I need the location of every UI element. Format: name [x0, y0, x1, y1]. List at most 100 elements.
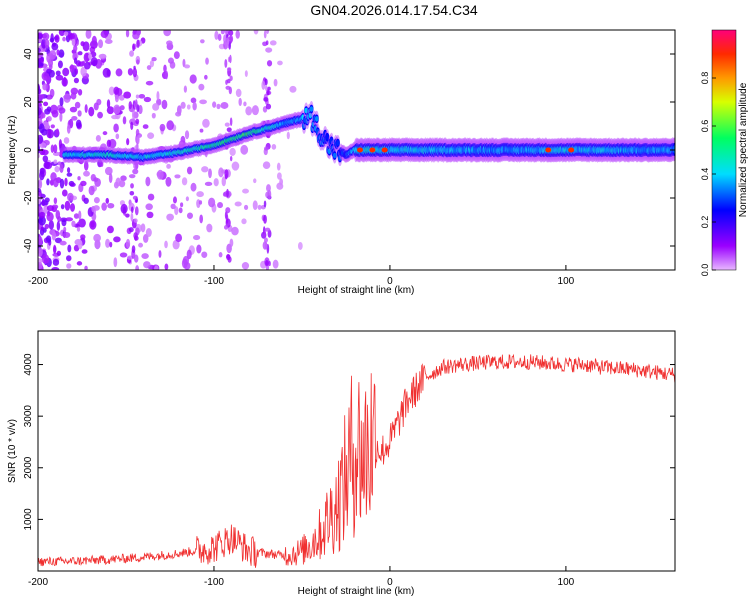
noise-column-blob — [266, 184, 271, 193]
noise-blob — [38, 32, 43, 40]
spectrogram-x-label: Height of straight line (km) — [298, 285, 415, 296]
noise-blob — [66, 263, 72, 269]
noise-blob — [201, 166, 209, 173]
noise-column-blob — [228, 30, 234, 36]
noise-blob — [93, 177, 99, 183]
x-tick-label: 0 — [387, 577, 393, 588]
noise-blob — [184, 130, 190, 140]
noise-blob — [212, 101, 217, 108]
noise-blob — [175, 233, 183, 243]
noise-blob — [83, 161, 89, 171]
noise-blob — [38, 179, 43, 189]
ridge-core — [314, 115, 319, 122]
noise-blob — [91, 205, 96, 213]
colorbar: 0.0 0.2 0.4 0.6 0.8 Normalized spectral ampl… — [700, 29, 749, 276]
noise-column-blob — [131, 245, 136, 253]
noise-blob — [106, 69, 111, 77]
noise-blob — [206, 223, 213, 233]
noise-column-blob — [263, 97, 269, 102]
noise-column-blob — [129, 50, 134, 57]
noise-blob — [113, 86, 120, 95]
snr-x-ticks: -200 -100 0 100 — [28, 566, 575, 588]
noise-blob — [38, 144, 41, 154]
noise-blob — [166, 163, 171, 169]
x-tick-label: 100 — [558, 577, 575, 588]
noise-blob — [113, 257, 118, 268]
noise-column-blob — [131, 110, 136, 120]
noise-blob — [83, 170, 90, 177]
noise-blob — [42, 83, 48, 91]
noise-blob — [185, 196, 189, 202]
noise-blob — [67, 192, 74, 202]
noise-blob — [87, 53, 93, 60]
noise-column-blob — [265, 85, 268, 91]
colorbar-gradient — [711, 29, 737, 271]
ridge-core — [309, 106, 314, 112]
noise-blob — [273, 78, 278, 87]
noise-column-blob — [129, 190, 135, 196]
noise-blob — [62, 76, 67, 87]
noise-column-blob — [229, 238, 234, 248]
noise-blob — [81, 60, 86, 66]
noise-blob — [77, 239, 83, 250]
noise-blob — [208, 197, 216, 208]
colorbar-label: Normalized spectral amplitude — [738, 82, 749, 217]
noise-blob — [113, 104, 121, 115]
noise-blob — [65, 217, 74, 222]
noise-blob — [220, 30, 225, 35]
noise-blob — [170, 203, 176, 210]
noise-blob — [251, 105, 259, 116]
noise-blob — [39, 167, 45, 175]
snr-frame — [37, 330, 676, 572]
noise-blob — [41, 198, 45, 207]
noise-blob — [101, 202, 107, 211]
noise-blob — [57, 60, 63, 69]
noise-column-blob — [225, 85, 231, 90]
noise-blob — [46, 205, 55, 212]
noise-blob — [69, 64, 75, 73]
noise-column-blob — [225, 207, 231, 214]
noise-blob — [38, 211, 46, 219]
noise-blob — [205, 57, 209, 65]
noise-blob — [40, 226, 45, 231]
noise-blob — [83, 61, 91, 70]
noise-blob — [192, 234, 201, 241]
noise-blob — [77, 51, 83, 56]
noise-blob — [242, 188, 249, 194]
noise-blob — [78, 210, 82, 220]
noise-blob — [63, 93, 71, 103]
noise-blob — [81, 249, 88, 254]
noise-blob — [265, 47, 273, 53]
noise-blob — [97, 111, 103, 119]
noise-blob — [50, 124, 55, 129]
noise-blob — [143, 261, 151, 269]
noise-blob — [53, 197, 58, 205]
noise-blob — [159, 123, 166, 132]
noise-blob — [166, 40, 173, 46]
noise-column-blob — [267, 229, 272, 238]
noise-blob — [61, 189, 68, 197]
noise-blob — [132, 168, 139, 175]
noise-blob — [186, 166, 193, 175]
noise-blob — [38, 106, 42, 116]
noise-blob — [51, 267, 60, 270]
noise-blob — [104, 166, 113, 176]
noise-blob — [66, 172, 73, 177]
noise-blob — [229, 147, 236, 156]
ridge-core — [336, 140, 340, 146]
ridge-peak — [381, 147, 388, 153]
noise-blob — [56, 250, 62, 256]
noise-column-blob — [135, 118, 140, 125]
noise-blob — [208, 168, 212, 179]
noise-blob — [189, 74, 197, 84]
noise-blob — [91, 35, 97, 46]
noise-blob — [199, 128, 204, 133]
noise-blob — [62, 36, 66, 42]
noise-blob — [73, 45, 78, 52]
noise-blob — [166, 120, 174, 131]
noise-blob — [61, 219, 67, 227]
noise-blob — [235, 88, 242, 98]
noise-blob — [90, 57, 98, 67]
ridge-peak — [369, 147, 376, 153]
y-tick-label: 40 — [23, 48, 34, 60]
